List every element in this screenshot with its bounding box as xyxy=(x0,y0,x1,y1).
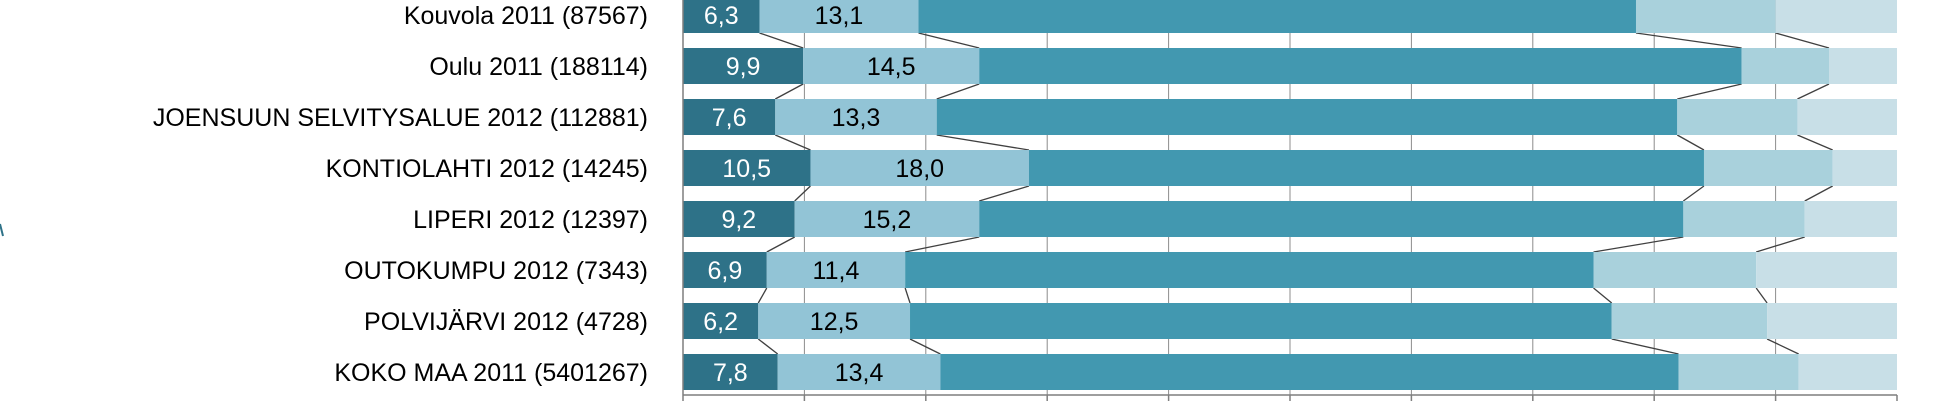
bar-segment xyxy=(683,201,795,237)
series-connector xyxy=(905,236,980,253)
series-connector xyxy=(1775,32,1830,49)
bar-segment xyxy=(683,303,759,339)
series-connector xyxy=(757,287,768,304)
bar-segment xyxy=(1797,99,1897,135)
bar-segment xyxy=(1756,252,1897,288)
bar-segment xyxy=(775,99,937,135)
data-label: 6,9 xyxy=(708,257,743,285)
series-connector xyxy=(1797,134,1833,151)
bar-segment xyxy=(1832,150,1897,186)
series-connector xyxy=(1755,236,1805,253)
bar-segment xyxy=(759,0,919,33)
bar-segment xyxy=(1611,303,1768,339)
bar-segment xyxy=(683,354,778,390)
series-connector xyxy=(1676,134,1705,151)
bar-segment xyxy=(1678,354,1799,390)
data-label: 9,2 xyxy=(721,206,756,234)
bar-segment xyxy=(1804,201,1897,237)
bar-segment xyxy=(766,252,906,288)
series-connector xyxy=(918,32,980,49)
data-label: 11,4 xyxy=(813,257,860,285)
bar-segment xyxy=(683,0,760,33)
category-label: KOKO MAA 2011 (5401267) xyxy=(334,359,648,387)
bar-segment xyxy=(1775,0,1897,33)
bar-segment xyxy=(683,252,767,288)
series-connector xyxy=(1766,338,1799,355)
bar-segment xyxy=(918,0,1636,33)
data-label: 7,8 xyxy=(713,359,748,387)
bar-segment xyxy=(1703,150,1833,186)
data-label: 18,0 xyxy=(895,155,944,183)
category-label: JOENSUUN SELVITYSALUE 2012 (112881) xyxy=(153,104,648,132)
bar-segment xyxy=(1829,48,1897,84)
bar-segment xyxy=(810,150,1029,186)
data-label: 7,6 xyxy=(712,104,747,132)
bar-segment xyxy=(777,354,941,390)
bar-segment xyxy=(758,303,911,339)
series-connector xyxy=(1593,236,1684,253)
bar-segment xyxy=(1635,0,1776,33)
bar-segment xyxy=(1741,48,1830,84)
x-axis xyxy=(682,0,1898,401)
bar-segment xyxy=(910,303,1612,339)
bar-segment xyxy=(905,252,1594,288)
series-connector xyxy=(775,134,811,151)
series-connectors xyxy=(757,32,1833,355)
series-connector xyxy=(1593,287,1613,304)
series-connector xyxy=(1635,32,1742,49)
series-connector xyxy=(757,338,779,355)
bar-segment xyxy=(803,48,980,84)
bar-segment xyxy=(1798,354,1897,390)
series-connector xyxy=(1755,287,1768,304)
series-connector xyxy=(1611,338,1679,355)
category-label: Oulu 2011 (188114) xyxy=(429,53,648,81)
data-label: 6,2 xyxy=(703,308,738,336)
data-label: 10,5 xyxy=(722,155,771,183)
data-label: 6,3 xyxy=(704,2,739,30)
data-label: 14,5 xyxy=(867,53,916,81)
bar-segment xyxy=(936,99,1678,135)
series-connector xyxy=(979,185,1030,202)
category-label: LIPERI 2012 (12397) xyxy=(413,206,648,234)
bar-segment xyxy=(683,150,811,186)
series-connector xyxy=(1682,185,1705,202)
series-connector xyxy=(766,236,795,253)
bar-segment xyxy=(1028,150,1704,186)
category-label: KONTIOLAHTI 2012 (14245) xyxy=(326,155,648,183)
bars: 6,3 13,1 9,9 14,5 7,6 13,3 10,5 18,0 9,2 15,2 6,9 1… xyxy=(683,0,1897,390)
bar-segment xyxy=(683,99,776,135)
data-label: 12,5 xyxy=(810,308,859,336)
bar-segment xyxy=(683,48,804,84)
series-connector xyxy=(794,185,811,202)
bar-segment xyxy=(1677,99,1798,135)
series-connector xyxy=(904,287,911,304)
category-label: OUTOKUMPU 2012 (7343) xyxy=(344,257,648,285)
category-label: POLVIJÄRVI 2012 (4728) xyxy=(364,308,648,336)
series-connector xyxy=(936,83,980,100)
series-connector xyxy=(1677,83,1742,100)
series-connector xyxy=(1804,185,1833,202)
series-connector xyxy=(759,32,804,49)
series-connector xyxy=(936,134,1030,151)
category-labels: Kouvola 2011 (87567) Oulu 2011 (188114) JO… xyxy=(153,2,648,387)
bar-segment xyxy=(794,201,980,237)
bar-segment xyxy=(940,354,1679,390)
bar-segment xyxy=(1767,303,1897,339)
data-label: 15,2 xyxy=(863,206,912,234)
bar-segment xyxy=(979,48,1742,84)
series-connector xyxy=(774,83,804,100)
series-connector xyxy=(1797,83,1830,100)
series-connector xyxy=(909,338,941,355)
bar-segment xyxy=(1683,201,1805,237)
data-label: 13,1 xyxy=(815,2,864,30)
data-label: 13,3 xyxy=(832,104,881,132)
left-edge-tick xyxy=(0,223,4,237)
data-label: 13,4 xyxy=(835,359,884,387)
category-label: Kouvola 2011 (87567) xyxy=(404,2,648,30)
bar-segment xyxy=(1593,252,1757,288)
data-label: 9,9 xyxy=(726,53,761,81)
bar-segment xyxy=(979,201,1684,237)
